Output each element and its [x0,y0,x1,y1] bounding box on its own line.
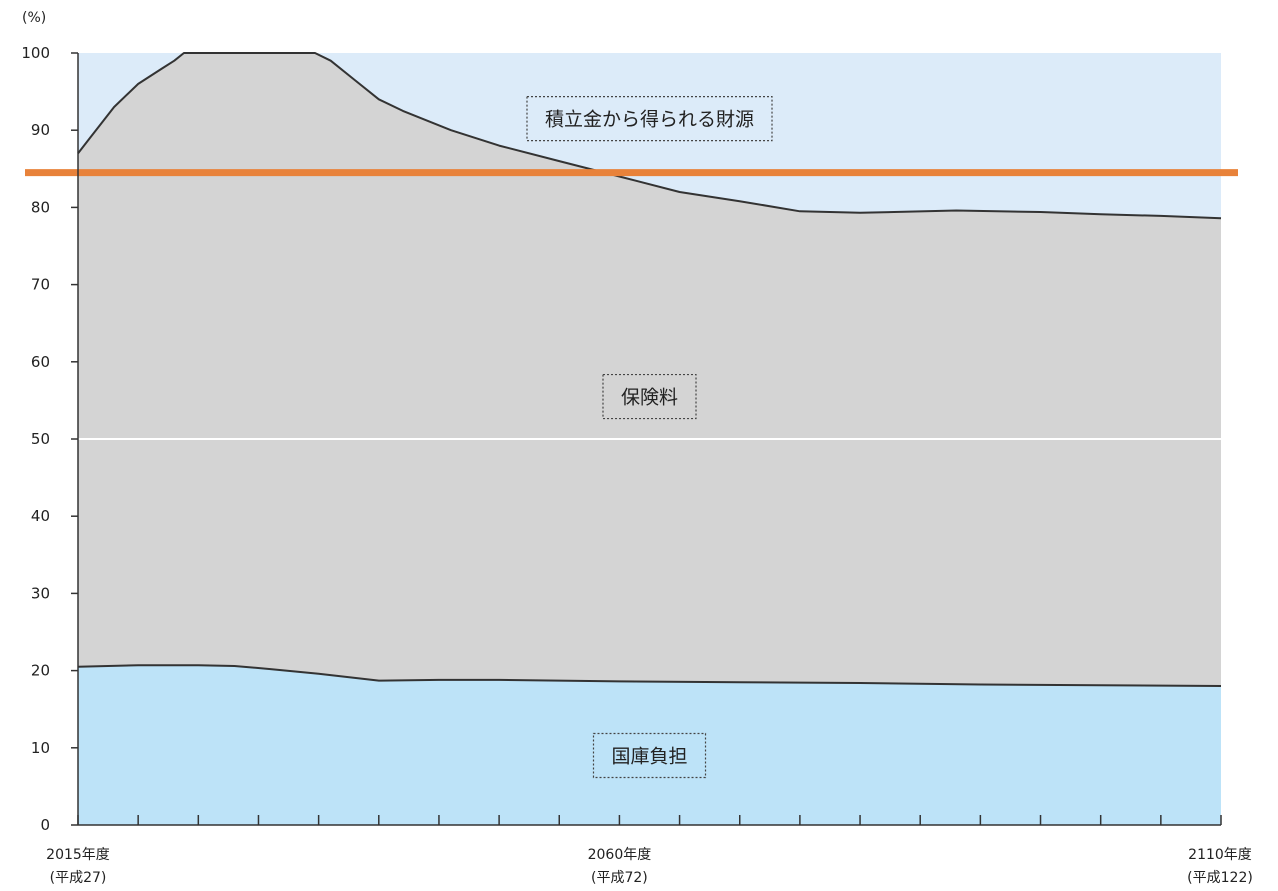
annotation-label-1: 積立金から得られる財源 [545,109,754,131]
x-tick-sublabel-2110: (平成122) [1187,870,1253,886]
y-tick-label-90: 90 [31,121,50,139]
x-tick-label-2015: 2015年度 [46,847,110,863]
axes-layer: 0 10 20 30 40 50 60 70 80 90 100 (%) 2015年度 (平成27) 206… [21,10,1252,886]
annotation-box-3 [592,732,707,779]
y-tick-label-10: 10 [31,739,50,757]
area-layer [77,52,1222,825]
y-tick-label-50: 50 [31,430,50,448]
y-axis-unit-label: (%) [22,10,46,26]
annotation-label-2: 保険料 [621,387,678,409]
series-boundary-line-1 [77,664,1222,687]
y-tick-label-60: 60 [31,353,50,371]
y-tick-label-80: 80 [31,198,50,216]
y-tick-label-30: 30 [31,584,50,602]
x-tick-sublabel-2060: (平成72) [591,870,648,886]
area-series-3 [78,53,1221,219]
y-tick-label-20: 20 [31,662,50,680]
reference-line-layer [25,169,1238,440]
y-tick-label-40: 40 [31,507,50,525]
area-series-1 [78,665,1221,825]
x-tick-label-2060: 2060年度 [588,847,652,863]
series-boundary-line-2 [77,52,1222,220]
annotation-label-3: 国庫負担 [611,746,687,768]
annotation-box-1 [526,96,773,142]
y-tick-label-100: 100 [21,44,50,62]
x-tick-label-2110: 2110年度 [1188,847,1252,863]
y-tick-label-70: 70 [31,276,50,294]
y-tick-label-0: 0 [40,816,50,834]
annotation-box-2 [602,373,697,420]
x-tick-sublabel-2015: (平成27) [50,870,107,886]
